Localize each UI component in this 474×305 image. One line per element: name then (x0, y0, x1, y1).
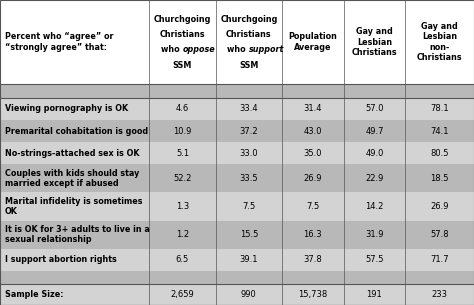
Text: 2,659: 2,659 (171, 290, 194, 299)
Text: Gay and
Lesbian
non-
Christians: Gay and Lesbian non- Christians (417, 22, 463, 62)
Text: 71.7: 71.7 (430, 255, 449, 264)
Text: 233: 233 (432, 290, 447, 299)
Text: Population
Average: Population Average (288, 33, 337, 52)
Bar (0, 192, 474, 221)
Bar (0, 0, 474, 84)
Text: 191: 191 (366, 290, 383, 299)
Text: 4.6: 4.6 (176, 104, 189, 113)
Text: 52.2: 52.2 (173, 174, 191, 183)
Text: It is OK for 3+ adults to live in a
sexual relationship: It is OK for 3+ adults to live in a sexu… (5, 225, 150, 244)
Text: who: who (228, 45, 249, 54)
Text: 18.5: 18.5 (430, 174, 449, 183)
Text: 74.1: 74.1 (430, 127, 449, 135)
Text: 7.5: 7.5 (242, 202, 255, 211)
Text: 37.8: 37.8 (303, 255, 322, 264)
Text: support: support (249, 45, 284, 54)
Text: 80.5: 80.5 (430, 149, 449, 158)
Text: 57.8: 57.8 (430, 230, 449, 239)
Text: who: who (161, 45, 182, 54)
Text: Christians: Christians (226, 30, 272, 39)
Text: 57.0: 57.0 (365, 104, 384, 113)
Text: No-strings-attached sex is OK: No-strings-attached sex is OK (5, 149, 139, 158)
Text: 31.4: 31.4 (303, 104, 322, 113)
Text: 78.1: 78.1 (430, 104, 449, 113)
Text: 33.5: 33.5 (239, 174, 258, 183)
Text: 14.2: 14.2 (365, 202, 383, 211)
Text: 33.4: 33.4 (239, 104, 258, 113)
Bar (0, 84, 474, 98)
Bar (0, 249, 474, 271)
Text: 15,738: 15,738 (298, 290, 328, 299)
Bar (0, 271, 474, 284)
Bar (0, 284, 474, 305)
Text: 22.9: 22.9 (365, 174, 383, 183)
Bar (0, 221, 474, 249)
Text: Churchgoing: Churchgoing (154, 15, 211, 24)
Text: 35.0: 35.0 (303, 149, 322, 158)
Text: 5.1: 5.1 (176, 149, 189, 158)
Text: 7.5: 7.5 (306, 202, 319, 211)
Text: 1.3: 1.3 (176, 202, 189, 211)
Text: SSM: SSM (239, 61, 258, 70)
Text: 990: 990 (241, 290, 257, 299)
Bar (0, 120, 474, 142)
Bar (0, 164, 474, 192)
Text: Gay and
Lesbian
Christians: Gay and Lesbian Christians (352, 27, 397, 57)
Text: Churchgoing: Churchgoing (220, 15, 278, 24)
Text: 26.9: 26.9 (430, 202, 449, 211)
Text: 39.1: 39.1 (239, 255, 258, 264)
Text: Christians: Christians (160, 30, 205, 39)
Text: I support abortion rights: I support abortion rights (5, 255, 117, 264)
Text: 43.0: 43.0 (303, 127, 322, 135)
Text: Percent who “agree” or
“strongly agree” that:: Percent who “agree” or “strongly agree” … (5, 33, 113, 52)
Text: Premarital cohabitation is good: Premarital cohabitation is good (5, 127, 148, 135)
Text: SSM: SSM (173, 61, 192, 70)
Text: oppose: oppose (182, 45, 215, 54)
Text: 31.9: 31.9 (365, 230, 384, 239)
Text: 1.2: 1.2 (176, 230, 189, 239)
Text: 49.0: 49.0 (365, 149, 383, 158)
Text: Sample Size:: Sample Size: (5, 290, 63, 299)
Bar (0, 98, 474, 120)
Text: 6.5: 6.5 (176, 255, 189, 264)
Text: 10.9: 10.9 (173, 127, 191, 135)
Text: 15.5: 15.5 (240, 230, 258, 239)
Text: Viewing pornography is OK: Viewing pornography is OK (5, 104, 128, 113)
Text: 37.2: 37.2 (239, 127, 258, 135)
Text: 26.9: 26.9 (303, 174, 322, 183)
Bar (0, 142, 474, 164)
Text: 57.5: 57.5 (365, 255, 384, 264)
Text: Marital infidelity is sometimes
OK: Marital infidelity is sometimes OK (5, 197, 142, 216)
Text: 49.7: 49.7 (365, 127, 384, 135)
Text: 33.0: 33.0 (239, 149, 258, 158)
Text: 16.3: 16.3 (303, 230, 322, 239)
Text: Couples with kids should stay
married except if abused: Couples with kids should stay married ex… (5, 169, 139, 188)
